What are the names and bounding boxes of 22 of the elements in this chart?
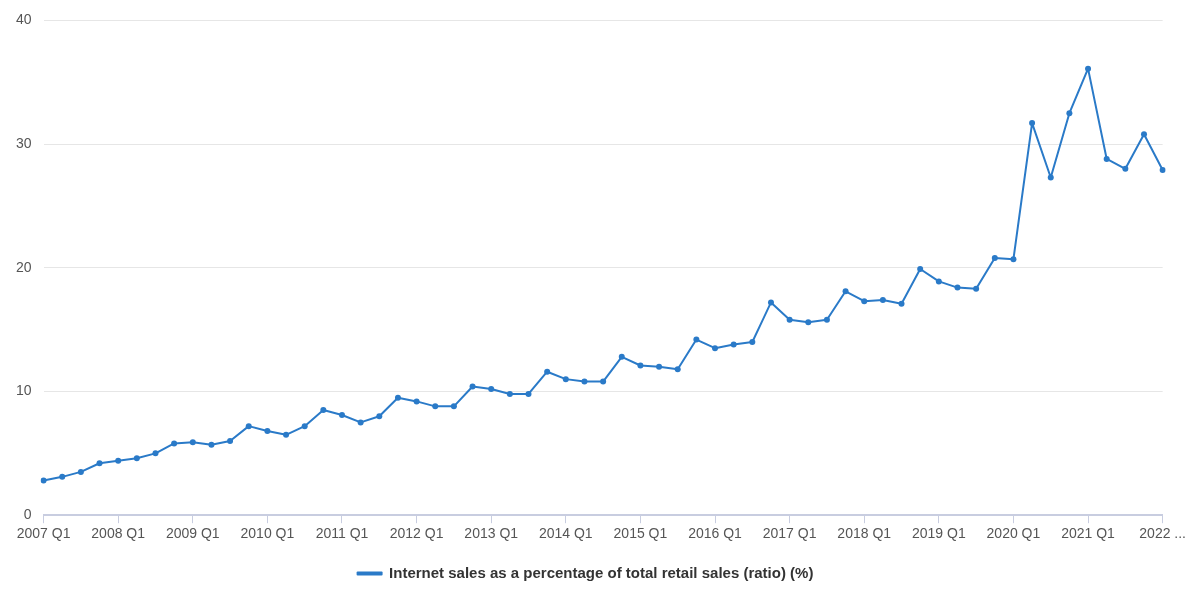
x-tick-label: 2021 Q1 (1061, 525, 1116, 542)
x-tick-label: 2009 Q1 (165, 525, 220, 542)
x-tick-label: 2011 Q1 (315, 525, 369, 542)
x-tick-label: 2015 Q1 (613, 525, 668, 542)
x-tick-label: 2007 Q1 (16, 525, 71, 542)
x-tick-label: 2008 Q1 (91, 525, 146, 542)
x-tick-label: 2019 Q1 (911, 525, 966, 542)
x-tick-label: 2012 Q1 (389, 525, 444, 542)
x-tick-label: 2020 Q1 (986, 525, 1041, 542)
x-tick-label: 2018 Q1 (837, 525, 892, 542)
y-tick-label: 0 (23, 506, 32, 523)
x-tick-label: 2022 ... (1139, 525, 1186, 542)
x-tick-label: 2014 Q1 (538, 525, 593, 542)
x-tick-label: 2016 Q1 (688, 525, 743, 542)
x-tick-label: 2013 Q1 (464, 525, 519, 542)
y-tick-label: 20 (15, 258, 32, 275)
x-tick-label: 2017 Q1 (762, 525, 817, 542)
x-tick-label: 2010 Q1 (240, 525, 295, 542)
legend-label: Internet sales as a percentage of total retail sales (ratio) (%) (389, 563, 814, 581)
y-tick-label: 40 (15, 11, 32, 28)
y-tick-label: 30 (15, 134, 32, 151)
y-tick-label: 10 (15, 382, 32, 399)
